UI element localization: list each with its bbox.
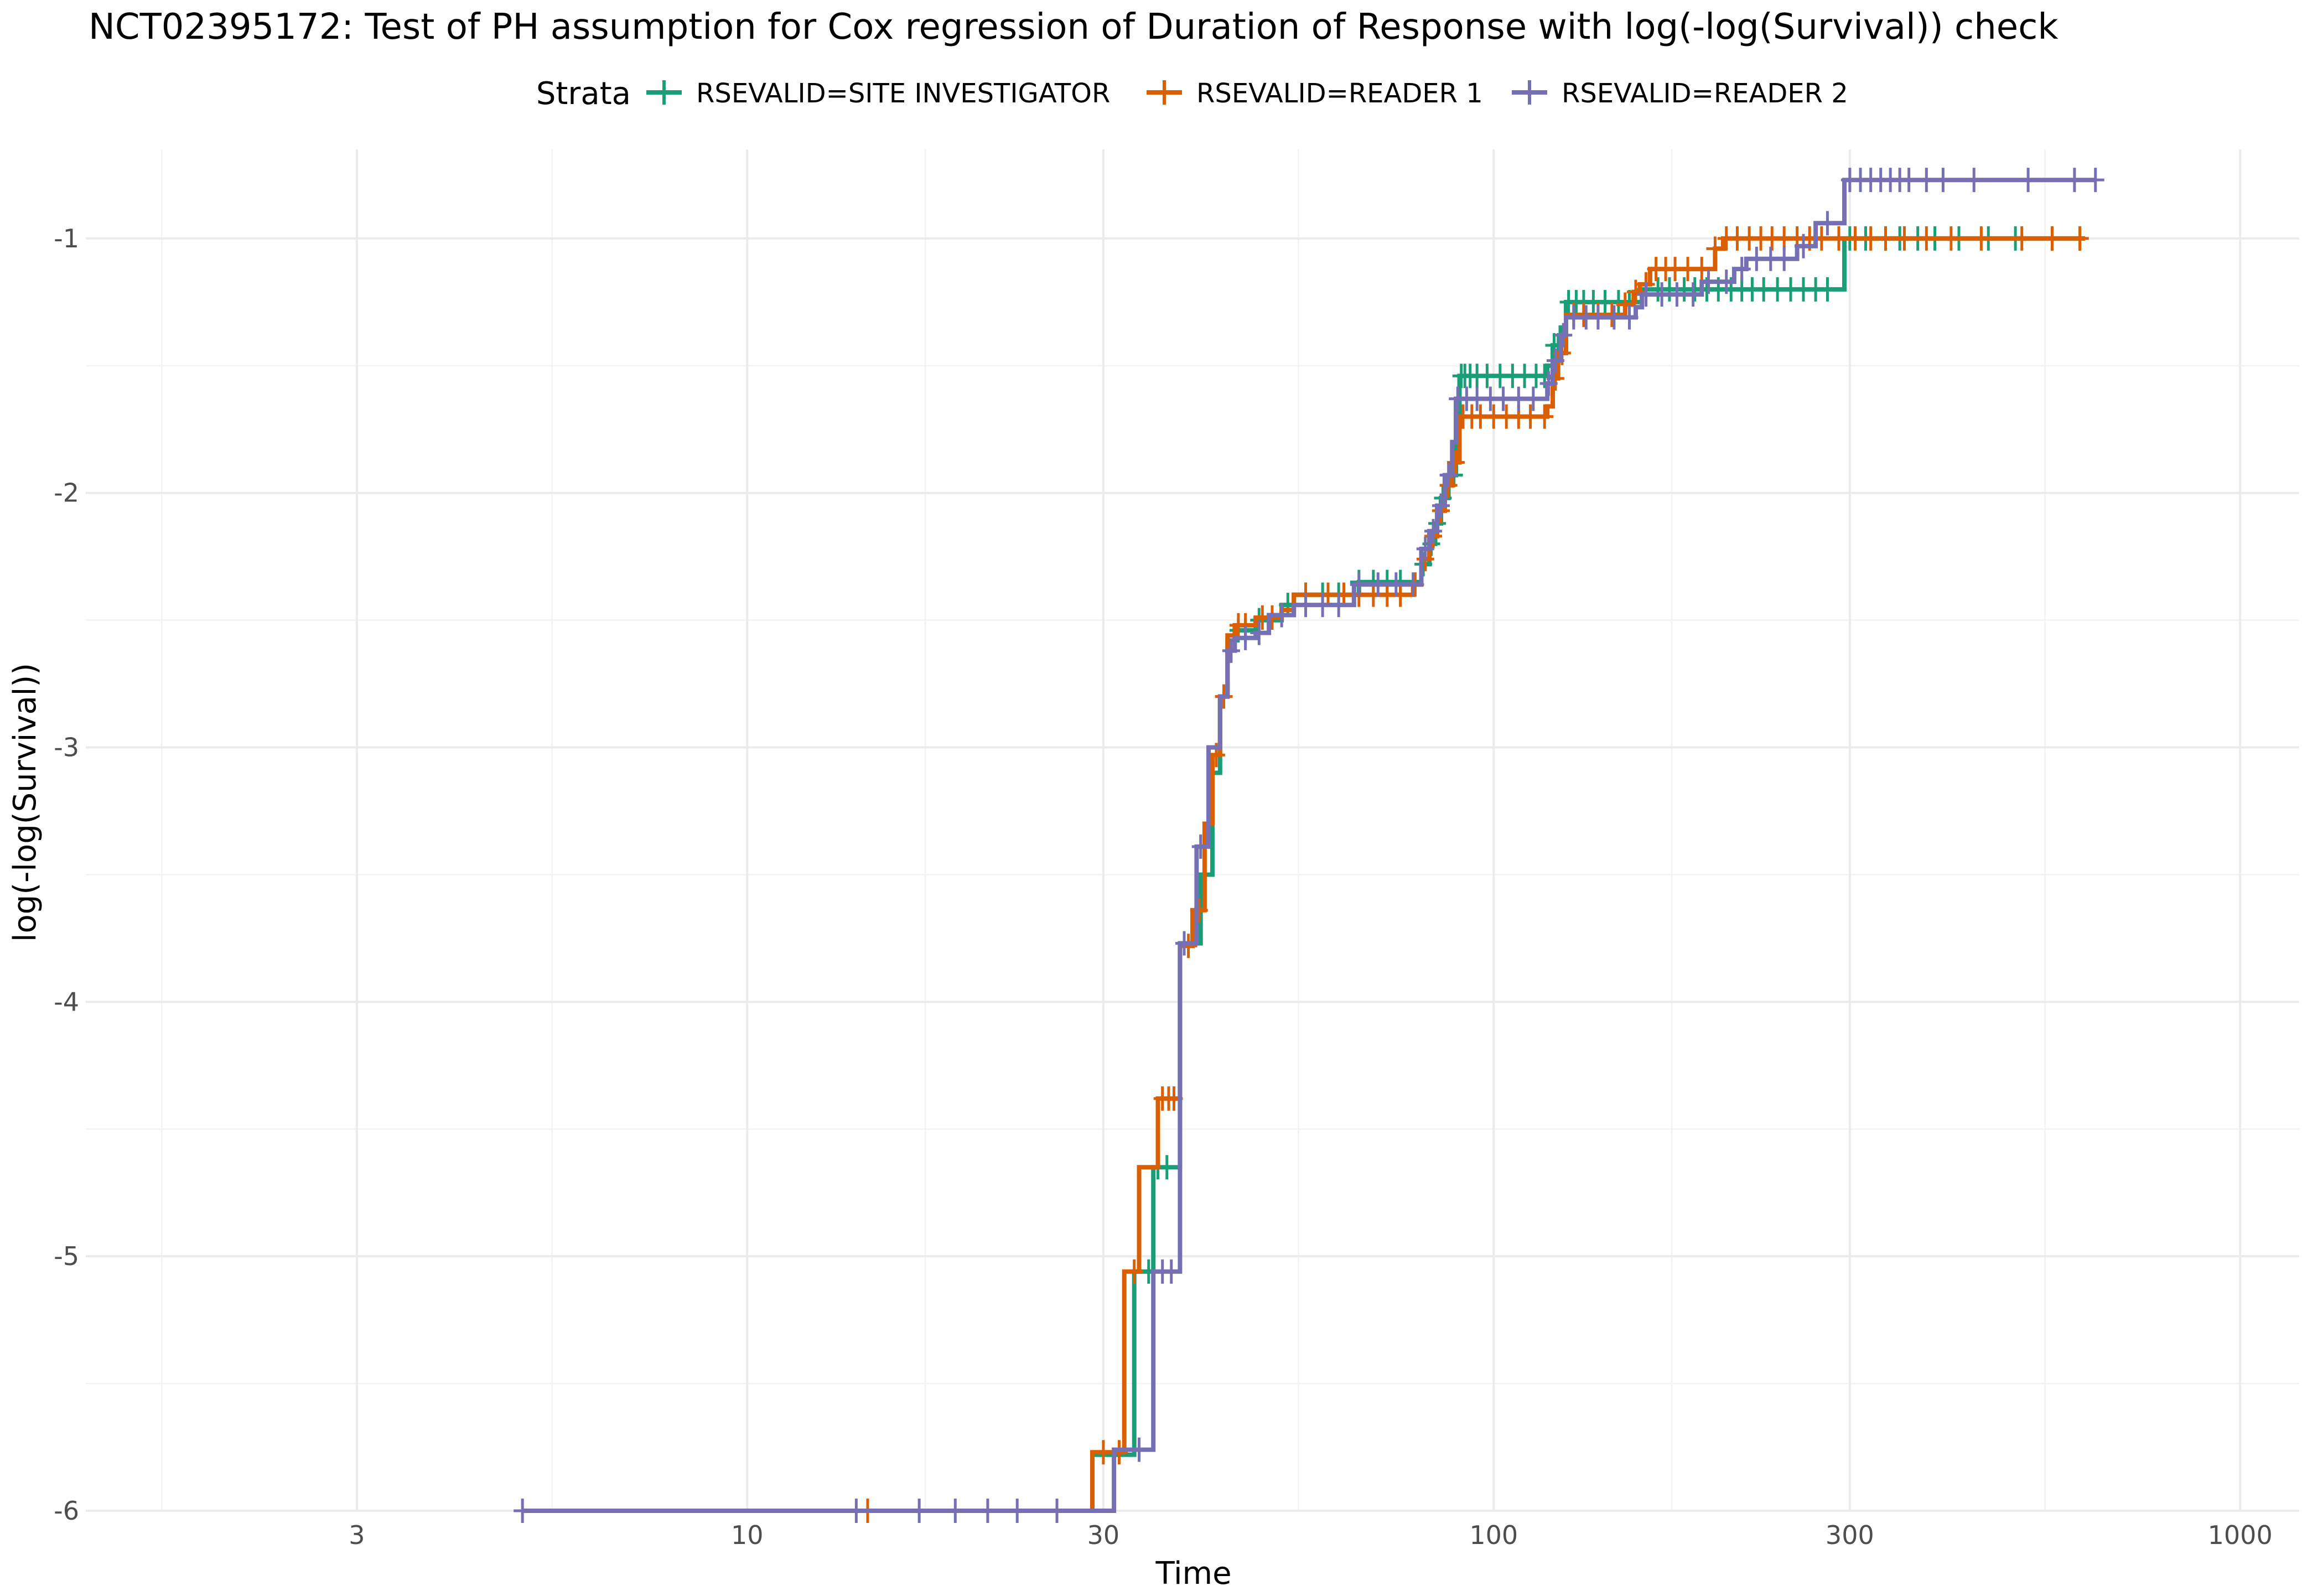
x-tick-label: 3 bbox=[349, 1520, 365, 1550]
chart-title: NCT02395172: Test of PH assumption for C… bbox=[89, 7, 2058, 48]
legend-item-reader-1: RSEVALID=READER 1 bbox=[1147, 78, 1483, 109]
x-tick-label: 300 bbox=[1826, 1520, 1874, 1550]
x-tick-label: 10 bbox=[731, 1520, 764, 1550]
y-tick-label: -6 bbox=[54, 1496, 79, 1526]
legend-title: Strata bbox=[536, 76, 631, 112]
legend-label-reader-2: RSEVALID=READER 2 bbox=[1562, 78, 1848, 109]
tick-labels: -6 -5 -4 -3 -2 -1 3 10 30 100 300 1000 bbox=[54, 224, 2273, 1550]
legend-label-site-investigator: RSEVALID=SITE INVESTIGATOR bbox=[696, 78, 1110, 109]
legend-item-reader-2: RSEVALID=READER 2 bbox=[1512, 78, 1848, 109]
x-tick-label: 1000 bbox=[2208, 1520, 2273, 1550]
y-axis-title: log(-log(Survival)) bbox=[7, 663, 43, 942]
x-tick-label: 100 bbox=[1469, 1520, 1518, 1550]
legend-label-reader-1: RSEVALID=READER 1 bbox=[1196, 78, 1483, 109]
legend: Strata RSEVALID=SITE INVESTIGATOR RSEVAL… bbox=[536, 76, 1848, 112]
series-3 bbox=[514, 168, 2104, 1523]
legend-item-site-investigator: RSEVALID=SITE INVESTIGATOR bbox=[646, 78, 1110, 109]
series-group bbox=[514, 168, 2104, 1523]
y-tick-label: -2 bbox=[54, 478, 79, 508]
y-tick-label: -5 bbox=[54, 1241, 79, 1271]
y-tick-label: -4 bbox=[54, 987, 79, 1017]
y-tick-label: -1 bbox=[54, 224, 79, 253]
x-axis-title: Time bbox=[1155, 1556, 1231, 1592]
x-tick-label: 30 bbox=[1087, 1520, 1120, 1550]
y-tick-label: -3 bbox=[54, 733, 79, 763]
